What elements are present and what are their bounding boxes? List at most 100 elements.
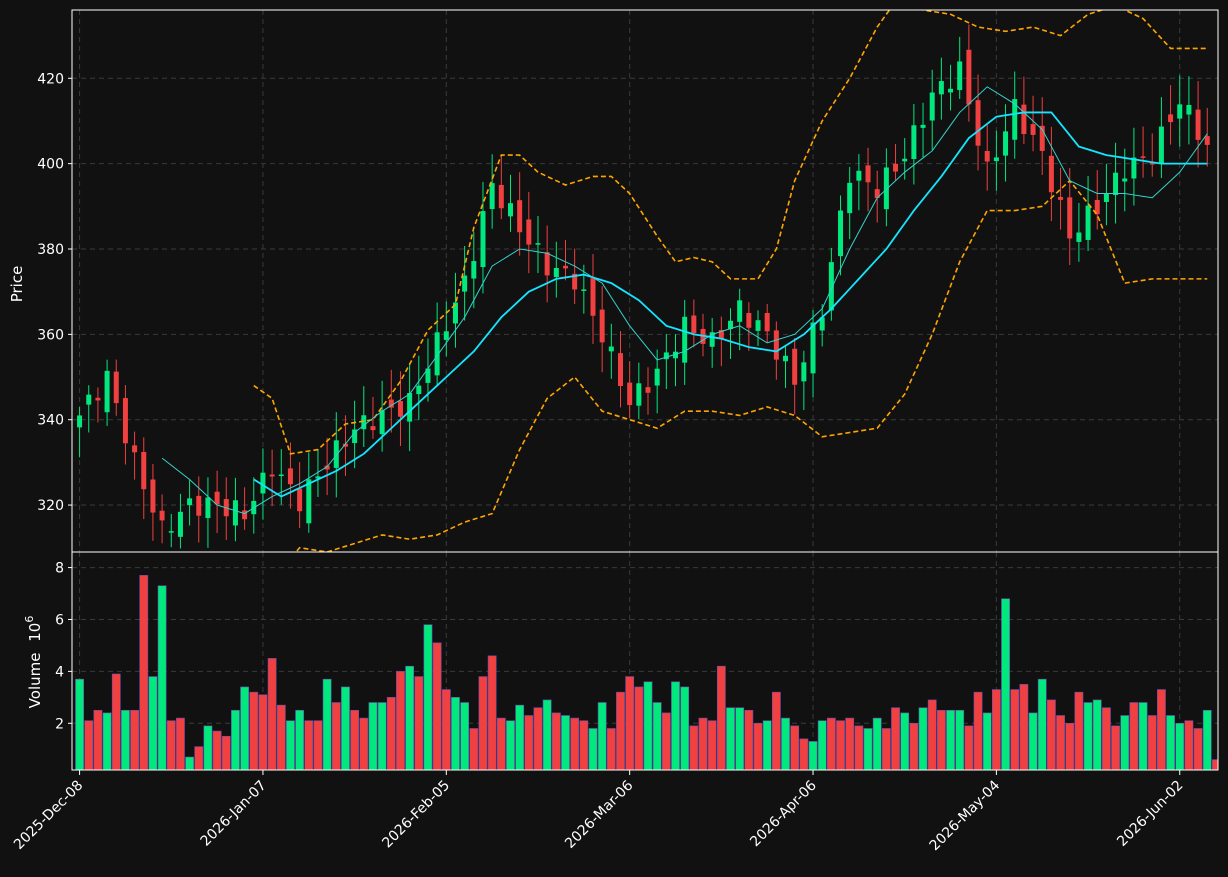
volume-bar <box>350 710 360 770</box>
candle-body <box>1003 131 1009 156</box>
volume-bar <box>286 720 295 770</box>
candle-body <box>242 510 248 520</box>
price-panel: 320 340 360 380 400 420 <box>37 9 1219 553</box>
candle-body <box>205 497 211 519</box>
volume-bar <box>1056 715 1065 770</box>
volume-bar <box>689 725 699 770</box>
volume-bar <box>1019 684 1029 770</box>
volume-bar <box>377 702 387 770</box>
candle-body <box>407 393 413 422</box>
candle-body <box>773 330 779 360</box>
candle-body <box>1039 125 1045 151</box>
volume-bar <box>176 717 185 770</box>
candle-body <box>77 415 83 428</box>
candle-body <box>297 488 303 512</box>
volume-bar <box>625 676 635 770</box>
candle-body <box>691 315 697 334</box>
volume-bar <box>680 686 690 770</box>
candle-body <box>177 511 183 537</box>
volume-bar <box>1102 707 1111 770</box>
volume-bar <box>533 707 543 770</box>
candle-body <box>159 510 165 521</box>
volume-bar <box>854 725 864 770</box>
candle-body <box>342 443 348 447</box>
volume-bar <box>881 728 891 770</box>
candle-body <box>1094 199 1100 215</box>
candle-body <box>828 262 834 311</box>
candle-body <box>526 219 532 245</box>
candle-body <box>434 332 440 376</box>
volume-bar <box>231 710 240 770</box>
candle-body <box>333 440 339 468</box>
candle-body <box>883 167 889 210</box>
candles <box>77 24 1210 549</box>
volume-bar <box>194 746 204 770</box>
volume-axis-label: Volume 106 <box>23 616 44 709</box>
price-tick-label: 340 <box>37 413 64 429</box>
candle-body <box>755 320 761 331</box>
candle-body <box>911 125 917 160</box>
candle-body <box>865 165 871 183</box>
candle-body <box>673 351 679 359</box>
volume-bar <box>1147 715 1157 770</box>
volume-bar <box>799 738 809 770</box>
volume-bar <box>771 691 781 770</box>
candle-body <box>104 370 110 413</box>
candle-body <box>572 273 578 290</box>
volume-bar <box>643 681 653 770</box>
candle-body <box>938 81 944 95</box>
volume-bar <box>515 704 525 770</box>
price-tick-label: 420 <box>37 71 64 87</box>
candle-body <box>718 330 724 339</box>
volume-axis-exponent: 6 <box>23 616 36 623</box>
volume-bar <box>588 728 598 770</box>
volume-bar <box>524 715 534 770</box>
candle-body <box>1149 162 1155 165</box>
volume-bar <box>139 575 149 770</box>
candle-body <box>645 387 651 393</box>
candle-body <box>975 100 981 146</box>
volume-bar <box>111 673 121 770</box>
volume-bar <box>991 689 1001 770</box>
upper-bollinger-band <box>253 10 1208 455</box>
volume-bar <box>267 658 277 770</box>
candle-body <box>920 124 926 128</box>
candle-body <box>452 302 458 324</box>
volume-bar <box>955 710 965 770</box>
candle-body <box>984 150 990 162</box>
candle-body <box>874 189 880 198</box>
price-tick-label: 400 <box>37 157 64 173</box>
volume-bar <box>93 710 103 770</box>
volume-bar <box>616 691 625 770</box>
volume-bar <box>487 655 497 770</box>
candle-body <box>379 410 385 435</box>
candle-body <box>709 332 715 347</box>
candle-body <box>682 316 688 363</box>
volume-bar <box>542 699 552 770</box>
volume-tick-label: 8 <box>55 561 64 577</box>
volume-bar <box>661 712 671 770</box>
volume-bar <box>570 717 580 770</box>
volume-bar <box>295 710 305 770</box>
volume-bar <box>781 717 790 770</box>
candle-body <box>1140 156 1146 158</box>
price-axis-label: Price <box>8 266 26 303</box>
candle-body <box>783 355 789 362</box>
volume-bar <box>634 686 644 770</box>
volume-bar <box>762 720 772 770</box>
candle-body <box>416 385 422 395</box>
volume-bar <box>1092 699 1102 770</box>
candle-body <box>966 49 972 105</box>
volume-bar <box>313 720 323 770</box>
volume-bars <box>75 575 1218 770</box>
volume-bar <box>185 756 194 770</box>
volume-bar <box>405 665 415 770</box>
volume-bar <box>735 707 745 770</box>
volume-bar <box>130 710 139 770</box>
candle-body <box>1204 136 1210 145</box>
long-moving-average <box>253 111 1208 498</box>
candle-body <box>132 445 138 453</box>
candle-body <box>1103 193 1109 203</box>
volume-bar <box>441 689 451 770</box>
volume-bar <box>478 676 488 770</box>
